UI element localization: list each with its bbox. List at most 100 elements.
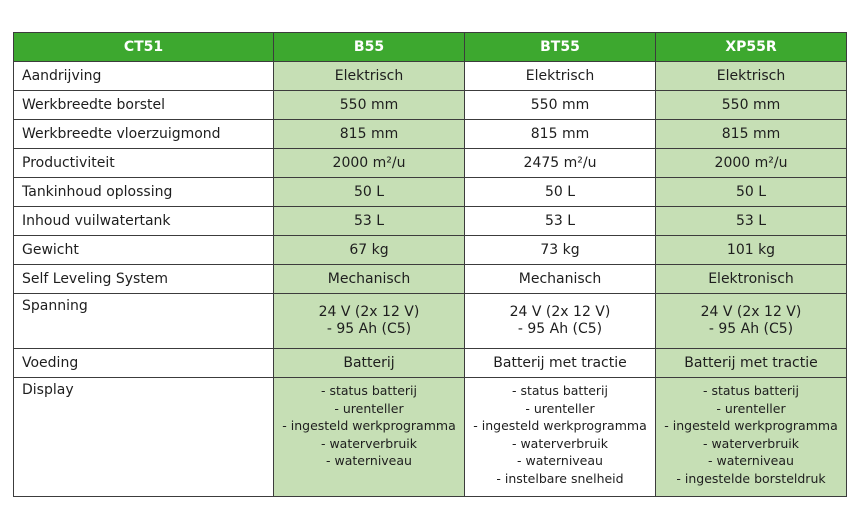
row-label: Self Leveling System <box>13 264 274 294</box>
row-label: Voeding <box>13 348 274 378</box>
row-value-cell: 2000 m²/u <box>655 148 847 178</box>
cell-text-line: 67 kg <box>349 241 389 258</box>
spec-table-body: Aandrijving Elektrisch Elektrisch Elektrisc… <box>13 61 847 497</box>
row-value-cell: - status batterij - urenteller - ingesteld… <box>464 377 656 497</box>
cell-text-line: - urenteller <box>334 400 404 416</box>
row-value-cell: 53 L <box>464 206 656 236</box>
cell-text-line: - status batterij <box>702 383 800 398</box>
cell-text-line: - ingestelde borsteldruk <box>676 470 826 486</box>
row-value-cell: - status batterij - urenteller - ingesteld… <box>273 377 465 497</box>
cell-text-line: Batterij <box>343 354 395 371</box>
row-value-cell: Batterij <box>273 348 465 378</box>
cell-text-line: Elektrisch <box>525 67 595 84</box>
row-value-cell: Elektronisch <box>655 264 847 294</box>
row-value-cell: 101 kg <box>655 235 847 265</box>
row-value-cell: 24 V (2x 12 V) - 95 Ah (C5) <box>273 293 465 349</box>
table-row: Display - status batterij - urenteller - in… <box>13 377 847 497</box>
cell-text-line: 550 mm <box>530 96 590 113</box>
header-model-xp55r: XP55R <box>655 32 847 62</box>
header-model-bt55: BT55 <box>464 32 656 62</box>
row-value-cell: 50 L <box>655 177 847 207</box>
cell-text-line: 24 V (2x 12 V) <box>700 304 802 320</box>
table-row: Werkbreedte vloerzuigmond 815 mm 815 mm 815… <box>13 119 847 149</box>
cell-text-line: 24 V (2x 12 V) <box>318 304 420 320</box>
row-label: Tankinhoud oplossing <box>13 177 274 207</box>
cell-text-line: Mechanisch <box>327 270 411 287</box>
cell-text-line: 550 mm <box>339 96 399 113</box>
spec-comparison-table: CT51 B55 BT55 XP55R Aandrijving Elektrisc… <box>13 32 847 497</box>
cell-text-line: 2000 m²/u <box>332 154 406 171</box>
cell-text-line: - status batterij <box>320 383 418 398</box>
table-row: Productiviteit 2000 m²/u 2475 m²/u 2000 m²/… <box>13 148 847 178</box>
row-value-cell: 50 L <box>273 177 465 207</box>
table-row: Gewicht 67 kg 73 kg 101 kg <box>13 235 847 265</box>
row-label: Display <box>13 377 274 497</box>
cell-text-line: 815 mm <box>530 125 590 142</box>
row-value-cell: - status batterij - urenteller - ingesteld… <box>655 377 847 497</box>
row-label: Spanning <box>13 293 274 349</box>
cell-text-line: - instelbare snelheid <box>496 470 624 486</box>
row-value-cell: 550 mm <box>655 90 847 120</box>
cell-text-line: 2000 m²/u <box>714 154 788 171</box>
cell-text-line: Batterij met tractie <box>684 354 818 371</box>
header-model-ct51: CT51 <box>13 32 274 62</box>
row-value-cell: 67 kg <box>273 235 465 265</box>
cell-text-line: Elektrisch <box>716 67 786 84</box>
table-row: Voeding Batterij Batterij met tractie Batte… <box>13 348 847 378</box>
cell-text-line: - waterniveau <box>517 453 603 468</box>
cell-text-line: 50 L <box>353 183 385 200</box>
cell-text-line: - waterverbruik <box>511 435 609 451</box>
cell-text-line: - waterniveau <box>708 453 794 468</box>
cell-text-line: Elektronisch <box>708 270 794 287</box>
row-value-cell: Elektrisch <box>273 61 465 91</box>
cell-text-line: 53 L <box>735 212 767 229</box>
row-value-cell: 24 V (2x 12 V) - 95 Ah (C5) <box>655 293 847 349</box>
row-value-cell: 2475 m²/u <box>464 148 656 178</box>
row-value-cell: 2000 m²/u <box>273 148 465 178</box>
row-value-cell: 53 L <box>655 206 847 236</box>
cell-text-line: 50 L <box>544 183 576 200</box>
row-label: Aandrijving <box>13 61 274 91</box>
cell-text-line: - waterverbruik <box>702 435 800 451</box>
cell-text-line: - waterniveau <box>326 453 412 468</box>
row-value-cell: Mechanisch <box>464 264 656 294</box>
table-row: Tankinhoud oplossing 50 L 50 L 50 L <box>13 177 847 207</box>
cell-text-line: 24 V (2x 12 V) <box>509 304 611 320</box>
cell-text-line: - ingesteld werkprogramma <box>473 418 647 433</box>
cell-text-line: 53 L <box>353 212 385 229</box>
row-value-cell: Mechanisch <box>273 264 465 294</box>
row-value-cell: 73 kg <box>464 235 656 265</box>
cell-text-line: - 95 Ah (C5) <box>326 321 412 337</box>
table-row: Inhoud vuilwatertank 53 L 53 L 53 L <box>13 206 847 236</box>
cell-text-line: 53 L <box>544 212 576 229</box>
cell-text-line: - ingesteld werkprogramma <box>664 418 838 433</box>
row-value-cell: 815 mm <box>464 119 656 149</box>
cell-text-line: - status batterij <box>511 383 609 398</box>
cell-text-line: Elektrisch <box>334 67 404 84</box>
table-row: Self Leveling System Mechanisch Mechanisch… <box>13 264 847 294</box>
cell-text-line: - 95 Ah (C5) <box>708 321 794 337</box>
header-row: CT51 B55 BT55 XP55R <box>13 32 847 62</box>
row-label: Werkbreedte borstel <box>13 90 274 120</box>
row-value-cell: Batterij met tractie <box>655 348 847 378</box>
cell-text-line: - urenteller <box>716 400 786 416</box>
table-row: Werkbreedte borstel 550 mm 550 mm 550 mm <box>13 90 847 120</box>
cell-text-line: - urenteller <box>525 400 595 416</box>
cell-text-line: 50 L <box>735 183 767 200</box>
row-label: Werkbreedte vloerzuigmond <box>13 119 274 149</box>
row-value-cell: 24 V (2x 12 V) - 95 Ah (C5) <box>464 293 656 349</box>
row-value-cell: Elektrisch <box>464 61 656 91</box>
cell-text-line: 815 mm <box>339 125 399 142</box>
cell-text-line: 815 mm <box>721 125 781 142</box>
cell-text-line: - ingesteld werkprogramma <box>282 418 456 433</box>
cell-text-line: 73 kg <box>540 241 580 258</box>
table-row: Spanning 24 V (2x 12 V) - 95 Ah (C5) 24 V (… <box>13 293 847 349</box>
header-model-b55: B55 <box>273 32 465 62</box>
row-label: Gewicht <box>13 235 274 265</box>
table-row: Aandrijving Elektrisch Elektrisch Elektrisc… <box>13 61 847 91</box>
row-value-cell: 50 L <box>464 177 656 207</box>
row-label: Inhoud vuilwatertank <box>13 206 274 236</box>
cell-text-line: 101 kg <box>726 241 776 258</box>
row-value-cell: Elektrisch <box>655 61 847 91</box>
cell-text-line: 550 mm <box>721 96 781 113</box>
